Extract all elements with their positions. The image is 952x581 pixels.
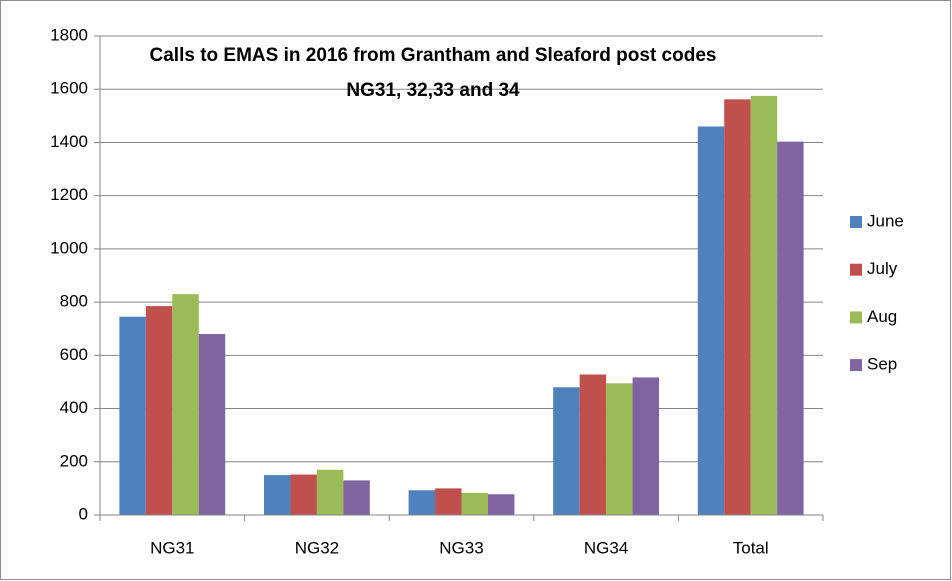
bar [198,334,226,515]
legend-label: Sep [867,355,897,374]
y-tick-label: 1600 [50,79,88,98]
y-tick-label: 1000 [50,238,88,257]
y-tick-label: 0 [79,504,88,523]
legend-label: July [867,259,898,278]
x-tick-label: NG34 [584,538,628,557]
bar [172,294,199,515]
bar [408,490,436,515]
bar [290,474,317,515]
bar [487,494,515,515]
legend-swatch [850,216,862,228]
bar [263,475,291,515]
bar [553,387,580,515]
bar [697,126,725,515]
bar [316,469,344,515]
y-tick-label: 1200 [50,185,88,204]
bar [724,99,751,515]
legend-swatch [850,263,862,276]
x-tick-label: NG31 [150,538,194,557]
y-tick-label: 800 [60,292,88,311]
chart-title: Calls to EMAS in 2016 from Grantham and … [149,45,717,101]
legend-label: Aug [867,307,897,326]
x-tick-label: NG33 [439,538,483,557]
y-tick-label: 600 [60,345,88,364]
bar [145,306,173,515]
bar [750,95,778,515]
bar [632,377,660,515]
legend-swatch [850,311,862,324]
y-tick-label: 1800 [50,25,88,44]
legend-label: June [867,211,904,230]
y-tick-label: 1400 [50,132,88,151]
bar [435,488,462,515]
legend-swatch [850,359,862,372]
bar [579,374,607,515]
bar [119,316,146,515]
bar [606,383,633,515]
y-tick-label: 400 [60,398,88,417]
x-tick-label: Total [733,538,769,557]
x-tick-label: NG32 [295,538,339,557]
bar [343,480,370,515]
bar [461,492,488,515]
y-tick-label: 200 [60,451,88,470]
bar [777,141,804,515]
